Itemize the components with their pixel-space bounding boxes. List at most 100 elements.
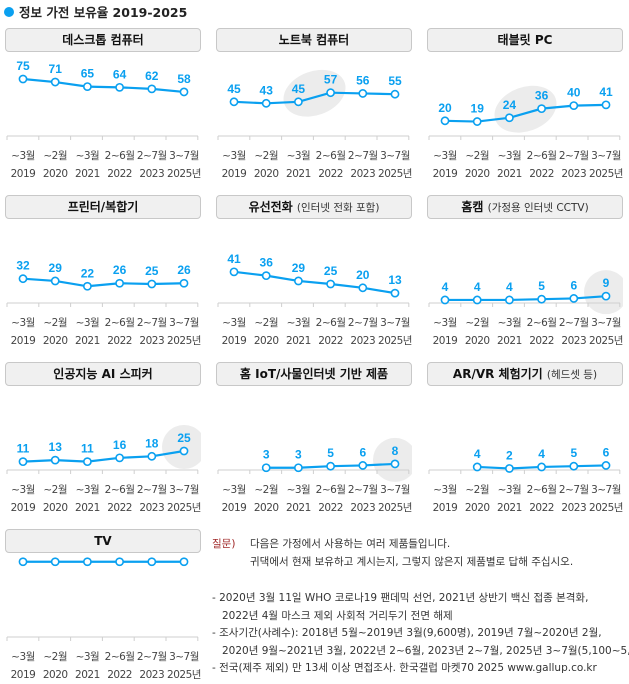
data-label: 6: [603, 445, 610, 459]
data-label: 26: [113, 263, 127, 277]
x-tick-year: 2020: [254, 335, 279, 347]
x-tick-year: 2023: [139, 502, 164, 514]
page-title: 정보 가전 보유율 2019-2025: [4, 2, 187, 21]
x-tick-year: 2020: [465, 335, 490, 347]
data-label: 9: [603, 276, 610, 290]
x-tick-month: ~3월: [76, 150, 100, 162]
data-label: 45: [227, 82, 241, 96]
x-tick-month: 2~7월: [137, 484, 167, 496]
chart-panel: 45 43 45 57 56 55 ~3월 2019 ~2월 2020 ~3월 2021 2~6월 202…: [216, 28, 412, 193]
x-tick-month: ~2월: [43, 651, 67, 663]
data-label: 4: [506, 280, 513, 294]
x-tick-month: ~3월: [11, 317, 35, 329]
data-label: 43: [260, 83, 274, 97]
data-point: [83, 557, 92, 567]
x-tick-year: 2021: [75, 335, 100, 347]
x-tick-month: 3~7월: [380, 484, 410, 496]
x-tick-month: ~3월: [498, 484, 522, 496]
series-line: [445, 295, 607, 302]
data-point: [390, 459, 400, 469]
data-point: [601, 100, 611, 110]
data-point: [505, 464, 514, 473]
panel-title: 홈 IoT/사물인터넷 기반 제품: [216, 362, 412, 386]
data-label: 75: [16, 59, 30, 73]
panel-title: 인공지능 AI 스피커: [5, 362, 201, 386]
question-line: 다음은 가정에서 사용하는 여러 제품들입니다.: [250, 538, 451, 550]
chart-panel: 75 71 65 64 62 58 ~3월 2019 ~2월 2020 ~3월 2021 2~6월 202…: [5, 28, 201, 193]
data-point: [294, 97, 303, 107]
question-label: 질문): [212, 538, 236, 550]
data-label: 36: [260, 256, 274, 270]
data-label: 26: [177, 263, 191, 277]
data-label: 24: [503, 98, 517, 112]
data-point: [326, 279, 335, 289]
x-tick-month: ~2월: [254, 484, 278, 496]
data-label: 32: [16, 259, 30, 273]
data-point: [83, 457, 92, 467]
data-point: [18, 74, 28, 84]
data-point: [229, 267, 239, 277]
line-chart: 11 13 11 16 18 25 ~3월 2019 ~2월 2020 ~3월 2021 2~6월 202…: [6, 425, 201, 514]
x-tick-month: 3~7월: [169, 317, 199, 329]
data-point: [537, 462, 546, 472]
data-point: [261, 463, 271, 473]
data-point: [147, 557, 157, 567]
data-label: 2: [506, 448, 513, 462]
series-line: [22, 449, 185, 463]
panel-title: 데스크톱 컴퓨터: [5, 28, 201, 52]
line-chart: 45 43 45 57 56 55 ~3월 2019 ~2월 2020 ~3월 2021 2~6월 202…: [217, 69, 412, 180]
data-label: 65: [81, 67, 95, 81]
x-tick-year: 2025년: [167, 502, 201, 514]
x-tick-month: ~3월: [287, 317, 311, 329]
data-point: [50, 455, 60, 465]
x-tick-month: ~2월: [254, 150, 278, 162]
data-point: [294, 463, 303, 473]
x-tick-year: 2019: [222, 335, 247, 347]
data-point: [569, 101, 579, 110]
bullet-dot-icon: [4, 6, 14, 17]
x-tick-month: ~2월: [465, 150, 489, 162]
data-label: 62: [145, 69, 159, 83]
data-point: [147, 279, 157, 289]
line-chart: 999999999999~3월2019~2월2020~3월20212~6월202…: [6, 542, 201, 681]
data-point: [358, 283, 368, 293]
highlight-ellipse: [162, 425, 201, 469]
data-label: 3: [295, 448, 302, 462]
x-tick-month: ~3월: [222, 150, 246, 162]
x-tick-month: 2~7월: [348, 150, 378, 162]
data-label: 18: [145, 436, 159, 450]
x-tick-month: ~3월: [11, 484, 35, 496]
data-point: [50, 276, 60, 286]
data-label: 40: [567, 86, 581, 100]
panel-title-main: 프린터/복합기: [67, 200, 139, 214]
x-tick-year: 2025년: [167, 335, 201, 347]
data-point: [261, 98, 271, 108]
data-label: 4: [474, 280, 481, 294]
x-tick-month: ~3월: [222, 317, 246, 329]
data-label: 25: [177, 431, 191, 445]
data-point: [326, 461, 335, 471]
data-point: [390, 89, 400, 99]
data-point: [179, 557, 189, 567]
chart-panel: 41 36 29 25 20 13 ~3월 2019 ~2월 2020 ~3월 2021 2~6월 202…: [216, 195, 412, 360]
x-tick-month: ~3월: [287, 484, 311, 496]
data-point: [50, 77, 60, 87]
x-tick-year: 2019: [433, 335, 458, 347]
x-tick-month: 2~6월: [316, 317, 346, 329]
highlight-ellipse: [373, 437, 412, 482]
data-point: [294, 276, 303, 286]
x-tick-year: 2022: [529, 502, 554, 514]
series-line: [22, 77, 185, 94]
x-tick-year: 2020: [465, 168, 490, 180]
data-point: [179, 278, 189, 288]
panel-title-main: 유선전화: [248, 200, 293, 214]
data-label: 25: [145, 264, 159, 278]
x-tick-year: 2019: [11, 168, 36, 180]
x-tick-year: 2021: [286, 502, 311, 514]
chart-panel: 4 2 4 5 6 ~3월 2019 ~2월 2020 ~3월 2021 2~6월 2022 2~7월 20…: [427, 362, 623, 527]
data-point: [440, 295, 450, 305]
x-tick-year: 2025년: [378, 335, 412, 347]
x-tick-year: 2019: [433, 168, 458, 180]
data-point: [18, 274, 28, 284]
